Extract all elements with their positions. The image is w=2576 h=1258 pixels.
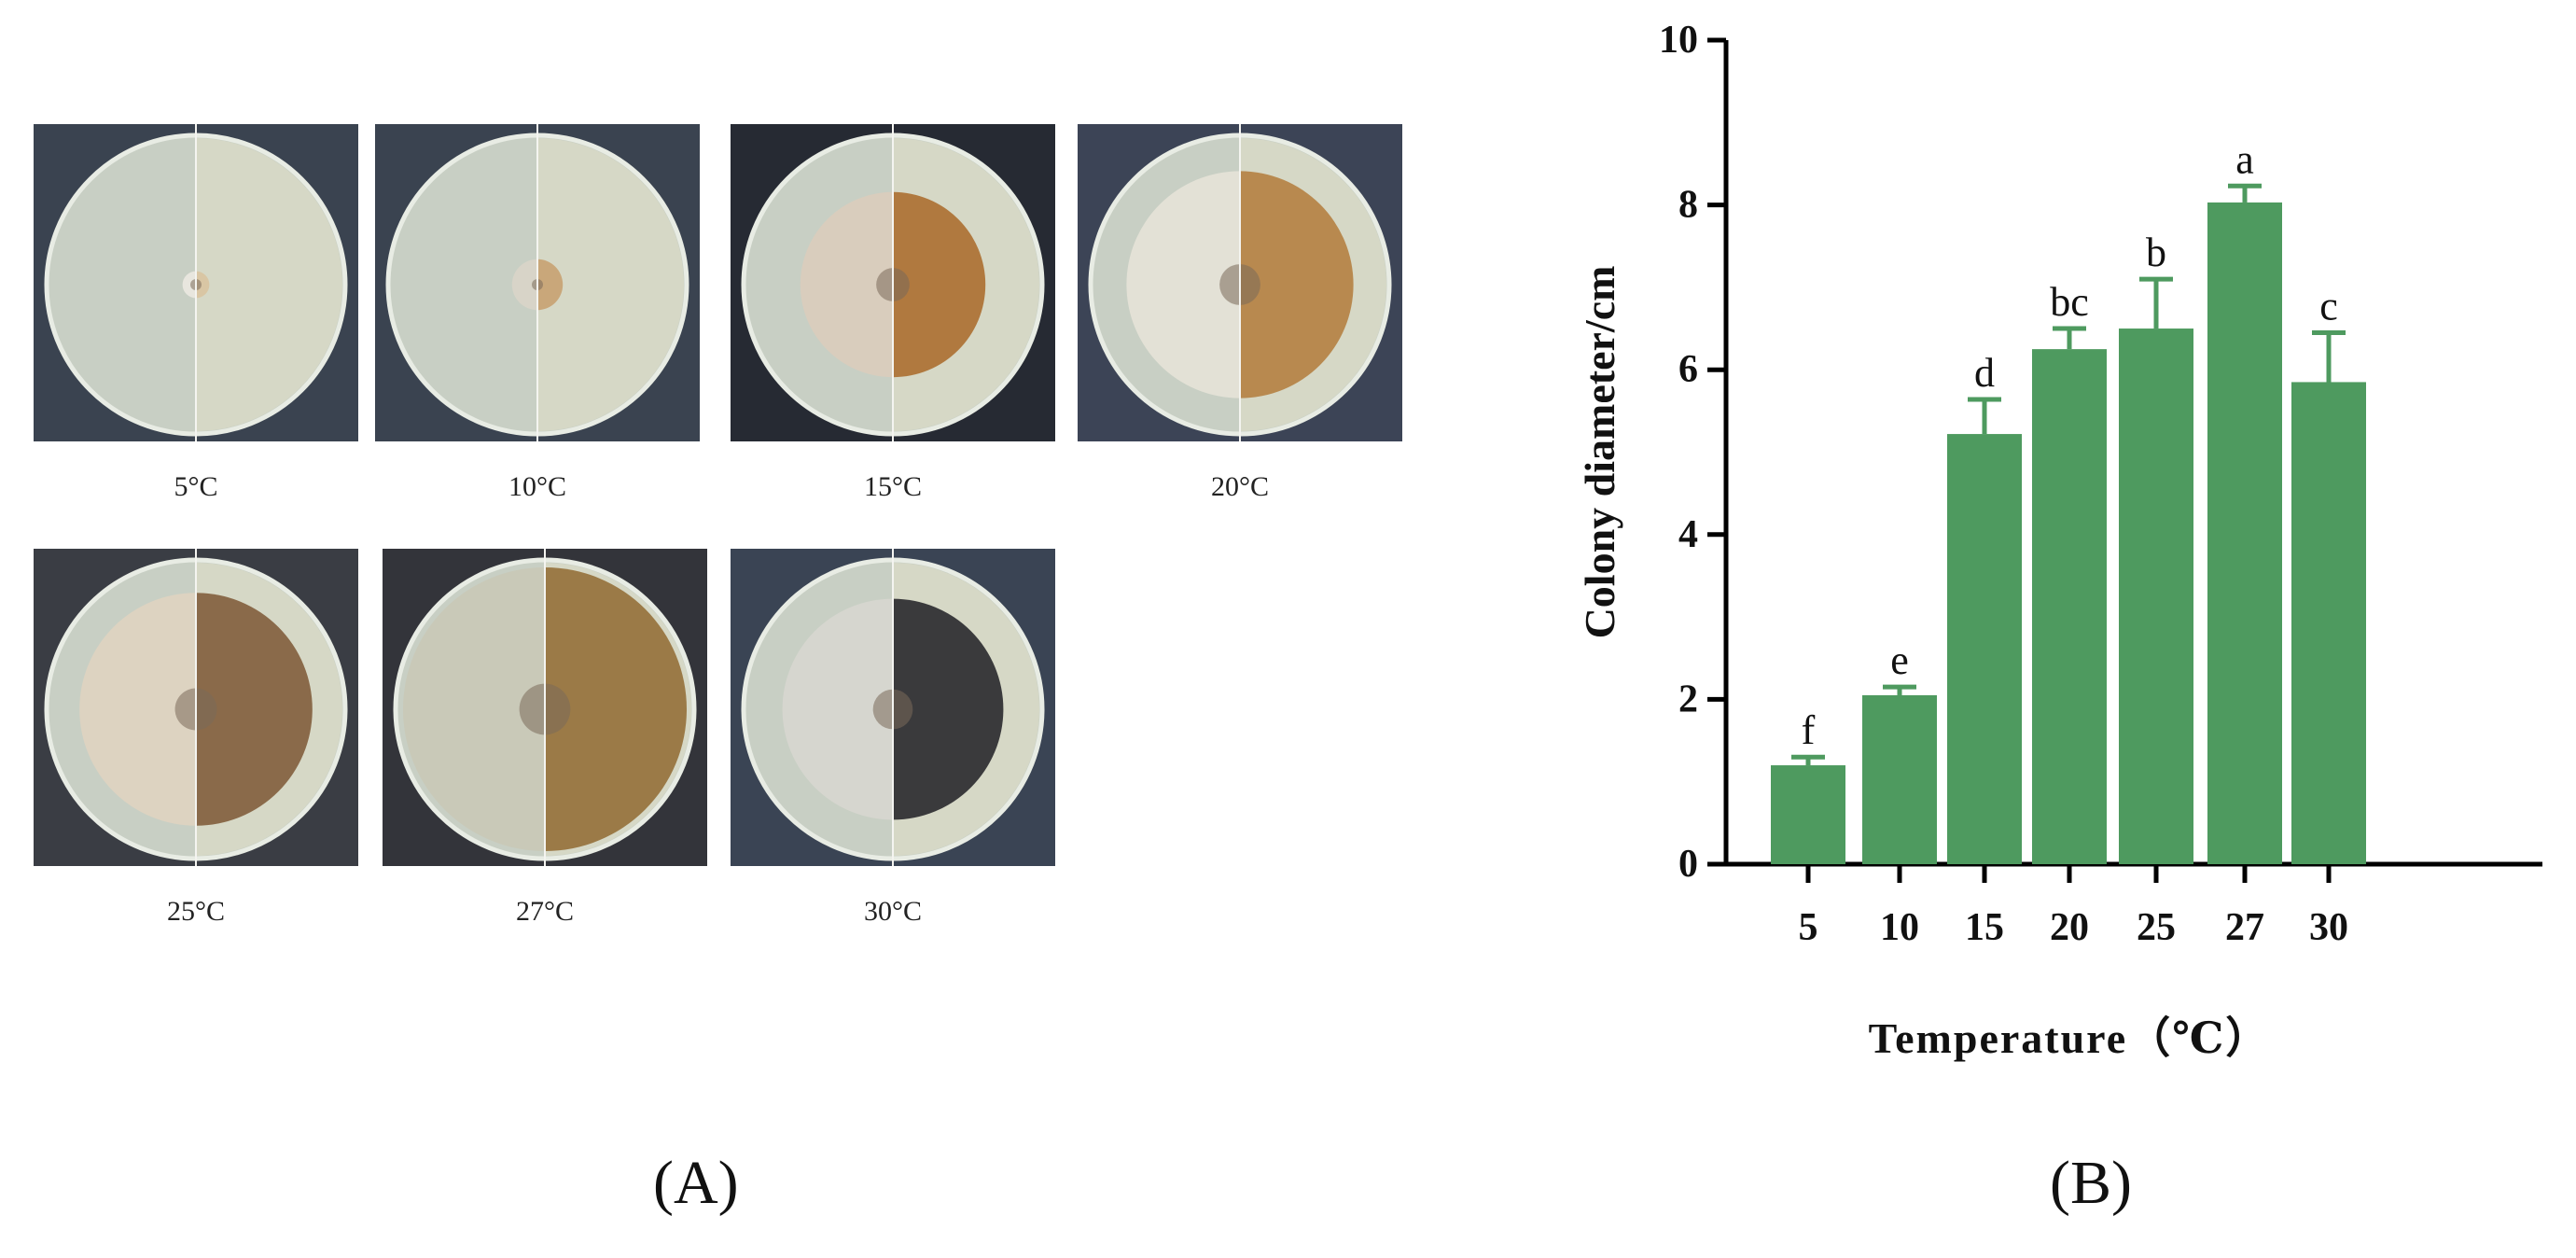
plate-temp-label: 10°C bbox=[508, 471, 566, 502]
colony-reverse bbox=[893, 598, 1004, 820]
colony-front bbox=[511, 259, 537, 311]
y-tick-label: 6 bbox=[1678, 348, 1698, 391]
colony-reverse bbox=[893, 191, 986, 378]
significance-letter: d bbox=[1974, 350, 1995, 396]
x-axis-title: Temperature（℃） bbox=[1869, 1014, 2271, 1062]
significance-letter: f bbox=[1802, 707, 1816, 753]
x-tick-label: 10 bbox=[1880, 906, 1919, 949]
petri-dish-reverse bbox=[537, 138, 684, 431]
x-tick-label: 27 bbox=[2225, 906, 2264, 949]
colony-reverse bbox=[196, 593, 313, 826]
colony-front bbox=[782, 598, 893, 820]
y-tick-label: 0 bbox=[1678, 843, 1698, 886]
x-tick-label: 25 bbox=[2137, 906, 2176, 949]
significance-letter: a bbox=[2235, 136, 2254, 182]
bar-5 bbox=[1771, 765, 1845, 864]
bar-10 bbox=[1862, 694, 1937, 864]
colony-reverse bbox=[545, 567, 687, 851]
y-tick-label: 2 bbox=[1678, 678, 1698, 720]
colony-reverse bbox=[196, 271, 210, 299]
colony-reverse bbox=[1240, 171, 1354, 398]
plate-temp-label: 5°C bbox=[174, 471, 218, 502]
panel-b-label: (B) bbox=[2050, 1149, 2132, 1217]
colony-front bbox=[79, 593, 196, 826]
plate-photo-15c bbox=[731, 124, 1055, 441]
x-tick-label: 30 bbox=[2309, 906, 2348, 949]
bar-27 bbox=[2207, 202, 2282, 865]
significance-letter: e bbox=[1890, 637, 1909, 683]
plate-photo-20c bbox=[1078, 124, 1402, 441]
significance-letter: bc bbox=[2050, 279, 2089, 325]
petri-dish-reverse bbox=[196, 138, 342, 431]
colony-reverse bbox=[537, 259, 564, 311]
chart-bars bbox=[1771, 183, 2366, 865]
chart-labels: 0 2 4 6 8 10 f 5 e 10 d 15 bc 20 b 25 a 27 c 30 Temperature（… bbox=[1576, 19, 2348, 1062]
plate-temp-label: 15°C bbox=[863, 471, 922, 502]
colony-front bbox=[1126, 171, 1240, 398]
plate-photo-10c bbox=[375, 124, 700, 441]
y-tick-label: 10 bbox=[1659, 19, 1698, 62]
x-tick-label: 15 bbox=[1965, 906, 2004, 949]
plate-temp-label: 20°C bbox=[1210, 471, 1269, 502]
y-tick-label: 8 bbox=[1678, 184, 1698, 227]
panel-a-photos: 5°C 10°C 15°C 20°C 25°C 27°C 30°C bbox=[34, 124, 1402, 927]
bar-30 bbox=[2291, 382, 2366, 864]
significance-letter: c bbox=[2319, 283, 2338, 328]
plate-temp-label: 27°C bbox=[515, 896, 574, 927]
y-tick-label: 4 bbox=[1678, 513, 1698, 556]
bar-25 bbox=[2119, 328, 2193, 864]
colony-front bbox=[403, 567, 545, 851]
colony-front bbox=[182, 271, 196, 299]
panel-a-label: (A) bbox=[653, 1149, 739, 1217]
significance-letter: b bbox=[2146, 230, 2166, 275]
plate-temp-label: 30°C bbox=[863, 896, 922, 927]
y-axis-title: Colony diameter/cm bbox=[1576, 266, 1623, 639]
bar-20 bbox=[2032, 349, 2107, 864]
plate-photo-25c bbox=[34, 549, 358, 866]
x-tick-label: 5 bbox=[1799, 906, 1818, 949]
plate-temp-label: 25°C bbox=[166, 896, 225, 927]
colony-diameter-bar-chart: 0 2 4 6 8 10 f 5 e 10 d 15 bc 20 b 25 a 27 c 30 Temperature（… bbox=[1576, 19, 2542, 1062]
colony-front bbox=[800, 191, 893, 378]
bar-15 bbox=[1947, 434, 2022, 864]
plate-photo-5c bbox=[34, 124, 358, 441]
plate-photo-27c bbox=[383, 549, 707, 866]
x-tick-label: 20 bbox=[2050, 906, 2089, 949]
plate-photo-30c bbox=[731, 549, 1055, 866]
